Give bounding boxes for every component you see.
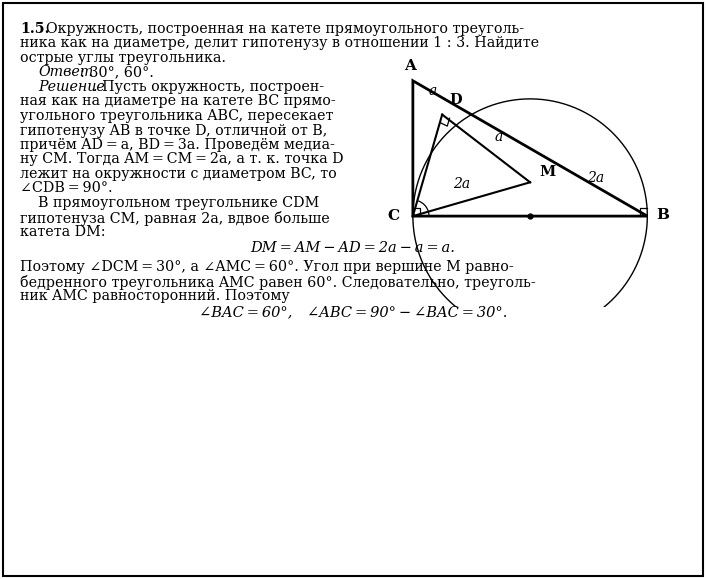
Text: . Пусть окружность, построен-: . Пусть окружность, построен- <box>93 80 324 94</box>
Text: Решение: Решение <box>38 80 104 94</box>
Text: 2a: 2a <box>453 177 471 191</box>
Text: 1.5.: 1.5. <box>20 22 49 36</box>
Text: a: a <box>494 130 503 144</box>
Text: Поэтому ∠DCM = 30°, а ∠AMC = 60°. Угол при вершине M равно-: Поэтому ∠DCM = 30°, а ∠AMC = 60°. Угол п… <box>20 260 514 274</box>
Text: C: C <box>388 209 400 223</box>
Text: ника как на диаметре, делит гипотенузу в отношении 1 : 3. Найдите: ника как на диаметре, делит гипотенузу в… <box>20 36 539 50</box>
Text: лежит на окружности с диаметром BC, то: лежит на окружности с диаметром BC, то <box>20 167 337 181</box>
Text: ник AMC равносторонний. Поэтому: ник AMC равносторонний. Поэтому <box>20 289 289 303</box>
Text: Окружность, построенная на катете прямоугольного треуголь-: Окружность, построенная на катете прямоу… <box>46 22 524 36</box>
Text: бедренного треугольника AMC равен 60°. Следовательно, треуголь-: бедренного треугольника AMC равен 60°. С… <box>20 274 536 290</box>
Text: a: a <box>429 84 437 98</box>
Text: острые углы треугольника.: острые углы треугольника. <box>20 51 226 65</box>
Text: причём AD = a, BD = 3a. Проведём медиа-: причём AD = a, BD = 3a. Проведём медиа- <box>20 138 335 152</box>
Text: DM = AM − AD = 2a − a = a.: DM = AM − AD = 2a − a = a. <box>251 241 455 255</box>
Text: A: A <box>404 58 416 72</box>
Text: B: B <box>657 208 670 222</box>
Text: : 30°, 60°.: : 30°, 60°. <box>80 65 154 79</box>
Text: 2a: 2a <box>587 171 604 185</box>
Text: катета DM:: катета DM: <box>20 225 106 239</box>
Text: Ответ: Ответ <box>38 65 93 79</box>
Text: ∠CDB = 90°.: ∠CDB = 90°. <box>20 181 113 196</box>
Text: гипотенуза CM, равная 2a, вдвое больше: гипотенуза CM, равная 2a, вдвое больше <box>20 211 330 225</box>
Text: угольного треугольника ABC, пересекает: угольного треугольника ABC, пересекает <box>20 109 333 123</box>
Text: ∠BAC = 60°, ∠ABC = 90° − ∠BAC = 30°.: ∠BAC = 60°, ∠ABC = 90° − ∠BAC = 30°. <box>199 306 507 320</box>
Text: M: M <box>539 165 556 179</box>
Text: D: D <box>449 93 462 107</box>
Text: ная как на диаметре на катете BC прямо-: ная как на диаметре на катете BC прямо- <box>20 94 336 108</box>
Text: В прямоугольном треугольнике CDM: В прямоугольном треугольнике CDM <box>38 196 319 210</box>
Text: ну CM. Тогда AM = CM = 2a, а т. к. точка D: ну CM. Тогда AM = CM = 2a, а т. к. точка… <box>20 152 344 167</box>
Text: гипотенузу AB в точке D, отличной от B,: гипотенузу AB в точке D, отличной от B, <box>20 123 328 137</box>
